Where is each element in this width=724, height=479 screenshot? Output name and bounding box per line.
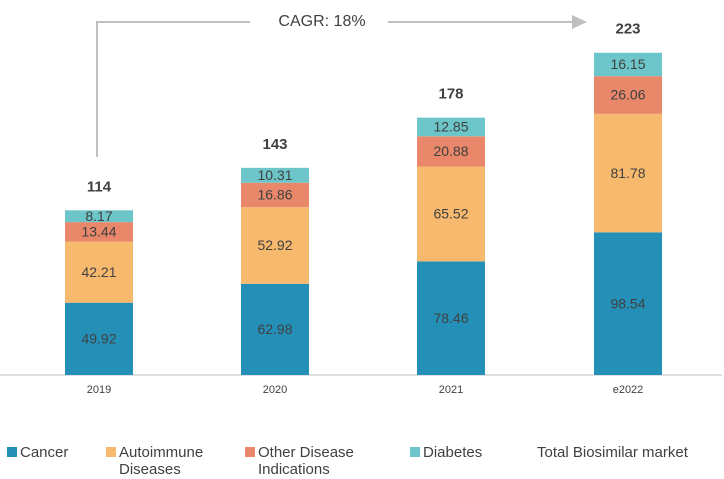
- value-label: 16.86: [257, 187, 292, 203]
- value-label: 16.15: [610, 56, 645, 72]
- value-label: 10.31: [257, 167, 292, 183]
- value-label: 12.85: [433, 119, 468, 135]
- legend-swatch: [410, 447, 420, 457]
- total-label: 223: [615, 21, 640, 38]
- legend-item: Other Disease Indications: [245, 444, 393, 478]
- annotation: CAGR: 18%: [278, 13, 365, 30]
- bar-segment: [594, 76, 662, 114]
- bar-segment: [65, 210, 133, 223]
- x-tick-label: 2021: [439, 384, 463, 396]
- value-label: 42.21: [81, 264, 116, 280]
- bar-segment: [65, 241, 133, 303]
- value-label: 52.92: [257, 237, 292, 253]
- cagr-arrow: [96, 21, 250, 157]
- bar-segment: [594, 113, 662, 233]
- value-label: 78.46: [433, 310, 468, 326]
- legend-label: Autoimmune Diseases: [119, 444, 204, 478]
- legend-label: Diabetes: [423, 444, 483, 461]
- legend-label: Cancer: [20, 444, 69, 461]
- value-label: 49.92: [81, 331, 116, 347]
- bar-segment: [65, 222, 133, 242]
- chart: CAGR: 18% 2019 49.92 42.21 13.448.17 114 2020…: [0, 13, 722, 396]
- bar-segment: [241, 182, 309, 208]
- x-tick-label: 2020: [263, 384, 287, 396]
- bar-segment: [594, 52, 662, 77]
- value-label: 65.52: [433, 206, 468, 222]
- bar-segment: [417, 136, 485, 167]
- bar-segment: [65, 302, 133, 375]
- bar-segment: [417, 117, 485, 137]
- bar-segment: [241, 167, 309, 183]
- x-tick-label: 2019: [87, 384, 111, 396]
- value-label: 62.98: [257, 321, 292, 337]
- total-label: 178: [438, 86, 463, 103]
- total-label: 143: [262, 136, 287, 153]
- value-label: 98.54: [610, 295, 645, 311]
- legend-label: Other Disease Indications: [258, 444, 354, 478]
- legend-swatch: [245, 447, 255, 457]
- legend: Cancer Autoimmune Diseases Other Disease I…: [0, 444, 724, 479]
- x-tick-label: e2022: [613, 384, 644, 396]
- legend-label: Total Biosimilar market: [537, 444, 688, 461]
- arrow-head: [572, 15, 587, 29]
- legend-item: Autoimmune Diseases: [106, 444, 234, 478]
- bar-segment: [594, 232, 662, 375]
- legend-item: Cancer: [7, 444, 100, 461]
- legend-swatch: [7, 447, 17, 457]
- legend-item: Total Biosimilar market: [537, 444, 712, 461]
- bar-segment: [241, 207, 309, 284]
- legend-swatch: [106, 447, 116, 457]
- total-label: 114: [87, 178, 112, 195]
- bar-segment: [241, 283, 309, 375]
- value-label: 13.44: [81, 224, 116, 240]
- bar-segment: [417, 166, 485, 262]
- value-label: 8.17: [85, 208, 112, 224]
- value-label: 20.88: [433, 143, 468, 159]
- value-label: 81.78: [610, 165, 645, 181]
- bar-segment: [417, 261, 485, 375]
- legend-item: Diabetes: [410, 444, 518, 461]
- value-label: 26.06: [610, 87, 645, 103]
